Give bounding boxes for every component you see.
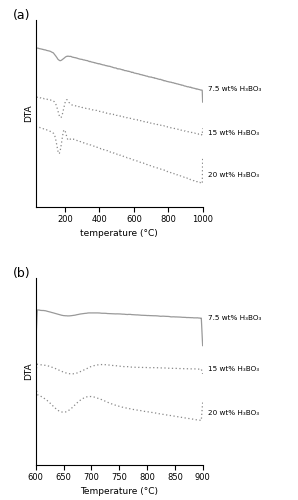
Text: (b): (b) <box>13 267 30 280</box>
Text: 7.5 wt% H₃BO₃: 7.5 wt% H₃BO₃ <box>208 86 261 92</box>
Y-axis label: DTA: DTA <box>24 104 33 122</box>
Text: 20 wt% H₃BO₃: 20 wt% H₃BO₃ <box>208 410 259 416</box>
Text: (a): (a) <box>13 9 30 22</box>
Text: 7.5 wt% H₃BO₃: 7.5 wt% H₃BO₃ <box>208 314 261 320</box>
Y-axis label: DTA: DTA <box>24 362 33 380</box>
Text: 15 wt% H₃BO₃: 15 wt% H₃BO₃ <box>208 366 259 372</box>
X-axis label: temperature (°C): temperature (°C) <box>80 229 158 238</box>
X-axis label: Temperature (°C): Temperature (°C) <box>80 487 158 496</box>
Text: 15 wt% H₃BO₃: 15 wt% H₃BO₃ <box>208 130 259 136</box>
Text: 20 wt% H₃BO₃: 20 wt% H₃BO₃ <box>208 172 259 178</box>
